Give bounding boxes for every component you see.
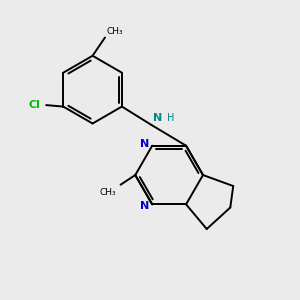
Text: N: N: [140, 139, 149, 149]
Text: H: H: [167, 113, 174, 124]
Text: CH₃: CH₃: [106, 27, 123, 36]
Text: CH₃: CH₃: [100, 188, 116, 197]
Text: N: N: [153, 113, 162, 124]
Text: Cl: Cl: [28, 100, 40, 110]
Text: N: N: [140, 201, 149, 211]
